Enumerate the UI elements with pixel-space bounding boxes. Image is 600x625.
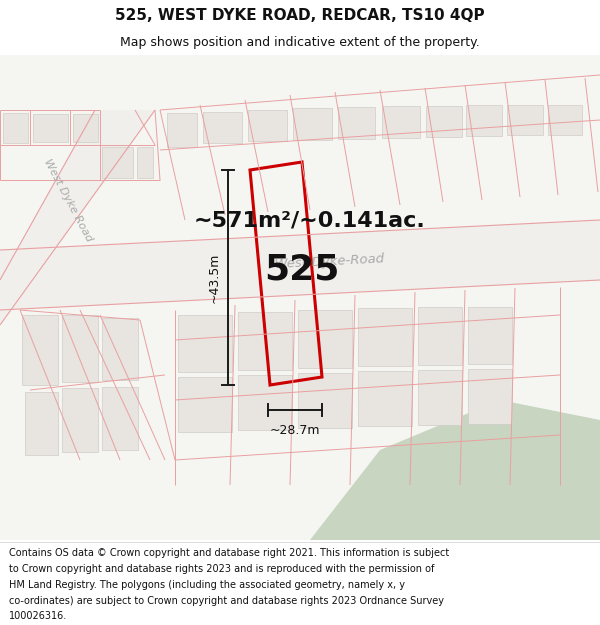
Polygon shape bbox=[3, 113, 28, 143]
Text: 525: 525 bbox=[265, 253, 340, 287]
Polygon shape bbox=[358, 308, 412, 366]
Polygon shape bbox=[102, 147, 133, 178]
Polygon shape bbox=[466, 105, 502, 136]
Text: ~571m²/~0.141ac.: ~571m²/~0.141ac. bbox=[194, 210, 426, 230]
Polygon shape bbox=[73, 114, 98, 142]
Polygon shape bbox=[382, 106, 420, 138]
Polygon shape bbox=[0, 110, 155, 325]
Polygon shape bbox=[33, 114, 68, 142]
Polygon shape bbox=[137, 147, 153, 178]
Text: co-ordinates) are subject to Crown copyright and database rights 2023 Ordnance S: co-ordinates) are subject to Crown copyr… bbox=[9, 596, 444, 606]
Polygon shape bbox=[102, 318, 138, 380]
Polygon shape bbox=[102, 387, 138, 450]
Polygon shape bbox=[62, 315, 98, 382]
Text: to Crown copyright and database rights 2023 and is reproduced with the permissio: to Crown copyright and database rights 2… bbox=[9, 564, 434, 574]
Polygon shape bbox=[293, 108, 332, 140]
Polygon shape bbox=[178, 377, 232, 432]
Polygon shape bbox=[418, 307, 462, 365]
Polygon shape bbox=[167, 113, 197, 147]
Text: 100026316.: 100026316. bbox=[9, 611, 67, 621]
Polygon shape bbox=[0, 55, 600, 540]
Text: 525, WEST DYKE ROAD, REDCAR, TS10 4QP: 525, WEST DYKE ROAD, REDCAR, TS10 4QP bbox=[115, 8, 485, 23]
Polygon shape bbox=[548, 105, 582, 135]
Text: ~43.5m: ~43.5m bbox=[208, 253, 221, 302]
Polygon shape bbox=[62, 388, 98, 452]
Text: Contains OS data © Crown copyright and database right 2021. This information is : Contains OS data © Crown copyright and d… bbox=[9, 549, 449, 559]
Polygon shape bbox=[507, 105, 543, 135]
Polygon shape bbox=[310, 400, 600, 540]
Polygon shape bbox=[238, 375, 292, 430]
Polygon shape bbox=[298, 373, 352, 428]
Polygon shape bbox=[418, 370, 462, 425]
Polygon shape bbox=[248, 110, 287, 141]
Polygon shape bbox=[358, 371, 412, 426]
Polygon shape bbox=[203, 112, 242, 143]
Polygon shape bbox=[298, 310, 352, 368]
Polygon shape bbox=[426, 106, 462, 137]
Polygon shape bbox=[178, 315, 232, 372]
Text: West-Dyke-Road: West-Dyke-Road bbox=[274, 253, 386, 271]
Text: ~28.7m: ~28.7m bbox=[270, 424, 320, 436]
Text: Map shows position and indicative extent of the property.: Map shows position and indicative extent… bbox=[120, 36, 480, 49]
Polygon shape bbox=[25, 392, 58, 455]
Polygon shape bbox=[468, 307, 512, 364]
Polygon shape bbox=[22, 315, 58, 385]
Polygon shape bbox=[468, 369, 512, 424]
Polygon shape bbox=[0, 220, 600, 310]
Text: West Dyke Road: West Dyke Road bbox=[42, 157, 94, 243]
Polygon shape bbox=[238, 312, 292, 370]
Polygon shape bbox=[338, 107, 375, 139]
Text: HM Land Registry. The polygons (including the associated geometry, namely x, y: HM Land Registry. The polygons (includin… bbox=[9, 580, 405, 590]
